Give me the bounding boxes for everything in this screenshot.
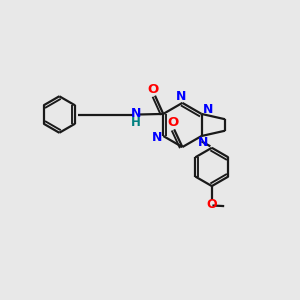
Text: N: N xyxy=(176,91,186,103)
Text: N: N xyxy=(152,131,162,144)
Text: O: O xyxy=(147,83,158,96)
Text: O: O xyxy=(206,198,217,211)
Text: N: N xyxy=(203,103,213,116)
Text: H: H xyxy=(131,116,141,129)
Text: N: N xyxy=(131,107,141,120)
Text: N: N xyxy=(198,136,208,149)
Text: O: O xyxy=(167,116,178,129)
